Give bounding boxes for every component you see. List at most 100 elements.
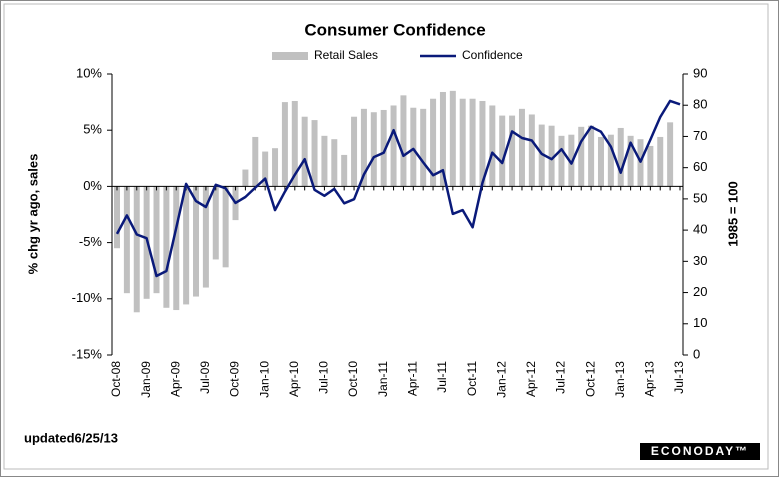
- bar: [647, 145, 654, 187]
- bar: [193, 186, 200, 297]
- brand: ECONODAY™: [651, 444, 749, 458]
- bar: [133, 186, 140, 313]
- y-tick-label: -10%: [72, 290, 103, 305]
- x-tick-label: Jan-12: [494, 361, 508, 398]
- footnote: updated6/25/13: [24, 430, 118, 445]
- bar: [518, 108, 525, 187]
- x-tick-label: Jul-09: [198, 361, 212, 394]
- brand-box: [640, 443, 760, 460]
- x-tick-label: Jul-13: [672, 361, 686, 394]
- bar: [489, 105, 496, 187]
- bar: [321, 135, 328, 187]
- y2-tick-label: 90: [693, 65, 707, 80]
- x-tick-label: Jul-10: [317, 361, 331, 394]
- x-tick-label: Jan-09: [139, 361, 153, 398]
- bar: [420, 108, 427, 187]
- bar: [351, 116, 358, 187]
- bar: [558, 135, 565, 187]
- bar: [212, 186, 219, 260]
- bar: [390, 105, 397, 187]
- bar: [588, 125, 595, 187]
- bar: [578, 126, 585, 187]
- y-axis-label: % chg yr ago, sales: [25, 154, 40, 275]
- bar: [311, 120, 318, 187]
- x-tick-label: Apr-13: [643, 361, 657, 397]
- bar: [291, 100, 298, 187]
- bar: [617, 127, 624, 187]
- x-tick-label: Jan-11: [376, 361, 390, 397]
- bar: [262, 151, 269, 187]
- y-tick-label: 10%: [76, 65, 102, 80]
- bar: [123, 186, 130, 294]
- bar: [360, 108, 367, 187]
- bar: [499, 115, 506, 187]
- bar: [439, 91, 446, 187]
- bar: [657, 136, 664, 187]
- y2-tick-label: 50: [693, 190, 707, 205]
- x-tick-label: Jul-11: [435, 361, 449, 393]
- bar: [153, 186, 160, 294]
- bar: [528, 114, 535, 187]
- legend-swatch: [272, 52, 308, 60]
- y2-tick-label: 40: [693, 222, 707, 237]
- bar: [114, 186, 120, 249]
- bar: [281, 102, 288, 187]
- bar: [538, 124, 545, 187]
- bar: [509, 115, 516, 187]
- bar: [400, 95, 407, 187]
- x-tick-label: Jul-12: [554, 361, 568, 394]
- bar: [430, 98, 437, 187]
- y-tick-label: -5%: [79, 234, 103, 249]
- x-tick-label: Apr-12: [524, 361, 538, 397]
- bar: [479, 100, 486, 187]
- y2-tick-label: 0: [693, 346, 700, 361]
- bar: [173, 186, 180, 311]
- y2-tick-label: 70: [693, 128, 707, 143]
- bar: [252, 136, 259, 187]
- bar: [331, 139, 338, 187]
- x-tick-label: Apr-10: [287, 361, 301, 397]
- y2-axis-label: 1985 = 100: [725, 181, 740, 246]
- bar: [380, 109, 387, 187]
- bar: [667, 122, 674, 187]
- bar: [568, 134, 575, 187]
- bar: [548, 125, 555, 187]
- bar: [459, 98, 466, 187]
- x-tick-label: Jan-10: [257, 361, 271, 398]
- y-tick-label: 5%: [83, 122, 102, 137]
- legend-label: Confidence: [462, 48, 523, 62]
- bar: [202, 186, 209, 288]
- bar: [410, 107, 417, 187]
- bar: [341, 154, 348, 187]
- bar: [597, 136, 604, 187]
- y2-tick-label: 30: [693, 253, 707, 268]
- bar: [627, 135, 634, 187]
- y-tick-label: 0%: [83, 178, 102, 193]
- x-tick-label: Apr-11: [405, 361, 419, 396]
- y2-tick-label: 60: [693, 159, 707, 174]
- y-tick-label: -15%: [72, 346, 103, 361]
- chart-title: Consumer Confidence: [304, 20, 485, 39]
- bar: [163, 186, 170, 308]
- inner-frame: [3, 3, 769, 470]
- bar: [183, 186, 190, 305]
- bar: [449, 90, 456, 187]
- legend-label: Retail Sales: [314, 48, 378, 62]
- bar: [272, 148, 279, 187]
- x-tick-label: Oct-12: [583, 361, 597, 397]
- x-tick-label: Oct-11: [465, 361, 479, 396]
- y2-tick-label: 20: [693, 284, 707, 299]
- y2-tick-label: 10: [693, 315, 707, 330]
- x-tick-label: Jan-13: [613, 361, 627, 398]
- x-tick-label: Oct-09: [228, 361, 242, 397]
- bar: [242, 169, 249, 187]
- bar: [469, 98, 476, 187]
- bar: [222, 186, 229, 268]
- bar: [370, 112, 377, 187]
- bar: [607, 134, 614, 187]
- x-tick-label: Oct-10: [346, 361, 360, 397]
- line: [115, 99, 681, 278]
- y2-tick-label: 80: [693, 97, 707, 112]
- x-tick-label: Apr-09: [168, 361, 182, 397]
